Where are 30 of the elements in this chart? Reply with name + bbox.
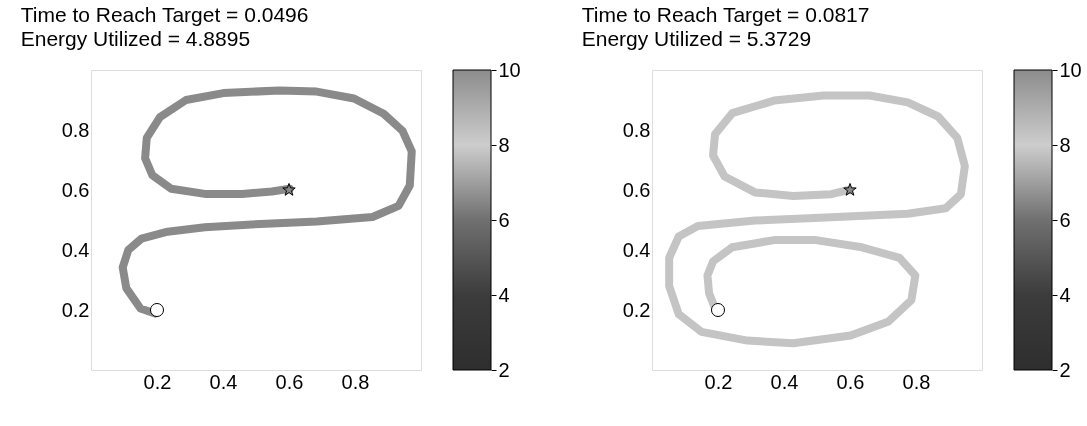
x-tick-label: 0.4 [770, 370, 799, 393]
y-tick-label: 0.6 [622, 178, 651, 201]
x-tick-label: 0.2 [704, 370, 733, 393]
y-tick-label: 0.8 [622, 118, 651, 141]
x-tick-label: 0.6 [275, 370, 304, 393]
color-bar-label: 2 [498, 358, 510, 381]
color-bar-label: 6 [498, 208, 510, 231]
chart-subtitle: Energy Utilized = 4.8895 [20, 27, 251, 50]
y-tick-label: 0.2 [61, 298, 90, 321]
y-tick-label: 0.8 [61, 118, 90, 141]
chart-title: Time to Reach Target = 0.0817 [581, 3, 870, 26]
x-tick-label: 0.8 [341, 370, 370, 393]
x-tick-label: 0.2 [143, 370, 172, 393]
y-tick-label: 0.2 [622, 298, 651, 321]
y-tick-label: 0.6 [61, 178, 90, 201]
color-bar-label: 8 [498, 133, 510, 156]
color-bar-label: 2 [1059, 358, 1071, 381]
x-tick-label: 0.4 [209, 370, 238, 393]
color-bar-label: 6 [1059, 208, 1071, 231]
x-tick-label: 0.6 [836, 370, 865, 393]
y-tick-label: 0.4 [622, 238, 651, 261]
color-bar-label: 4 [1059, 283, 1071, 306]
chart-title: Time to Reach Target = 0.0496 [20, 3, 309, 26]
color-bar-label: 10 [1059, 58, 1082, 81]
color-bar-label: 10 [498, 58, 521, 81]
y-tick-label: 0.4 [61, 238, 90, 261]
color-bar-label: 8 [1059, 133, 1071, 156]
x-tick-label: 0.8 [902, 370, 931, 393]
color-bar-label: 4 [498, 283, 510, 306]
chart-subtitle: Energy Utilized = 5.3729 [581, 27, 812, 50]
